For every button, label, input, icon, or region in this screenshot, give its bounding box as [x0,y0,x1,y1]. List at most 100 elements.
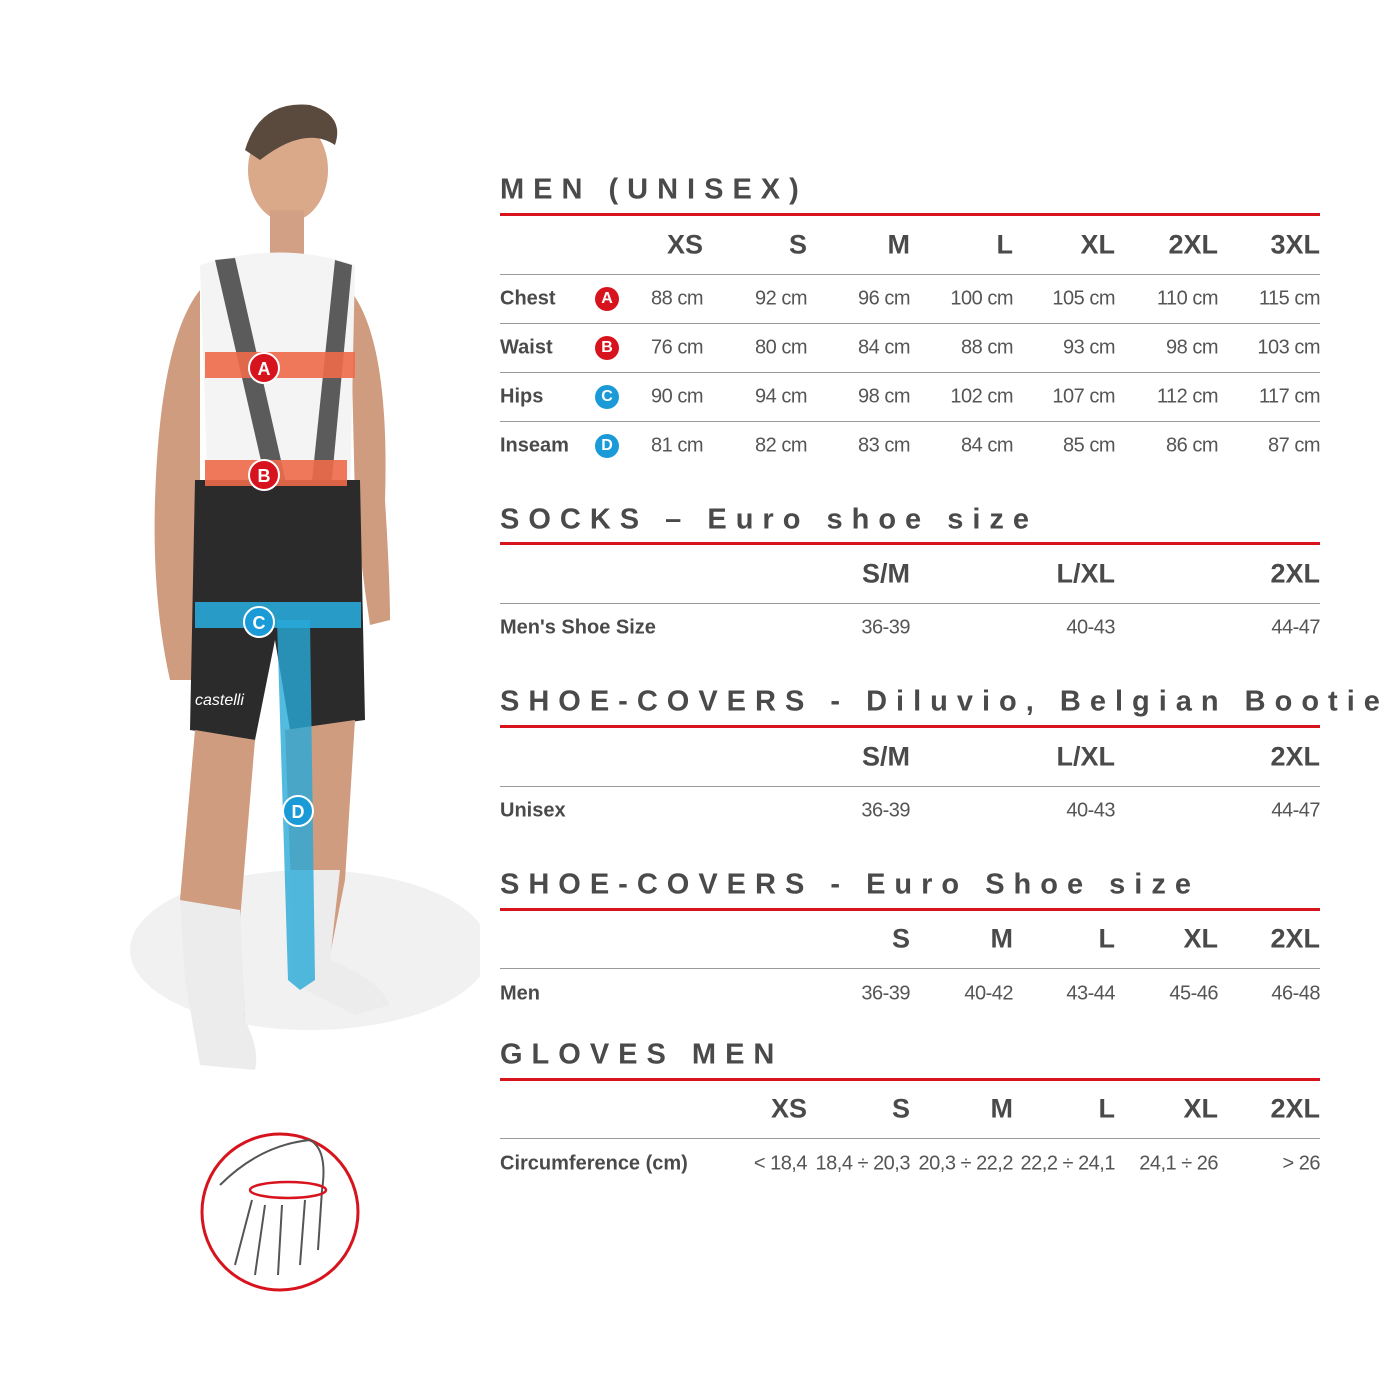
table-cell: 40-43 [1066,616,1115,639]
header-divider [500,274,1320,275]
table-cell: 86 cm [1166,434,1218,457]
table-cell: 24,1 ÷ 26 [1139,1152,1218,1175]
table-cell: 80 cm [755,336,807,359]
table-cell: 81 cm [651,434,703,457]
table-cell: 98 cm [1166,336,1218,359]
column-header: 2XL [1270,741,1320,772]
row-label: Unisex [500,799,566,822]
row-label: Circumference (cm) [500,1152,688,1175]
table-cell: 22,2 ÷ 24,1 [1020,1152,1116,1175]
table-cell: 85 cm [1063,434,1115,457]
table-cell: 82 cm [755,434,807,457]
table-cell: 112 cm [1156,385,1219,408]
column-header: S/M [861,741,910,772]
column-header: M [990,1093,1014,1124]
badge-c: C [595,385,619,409]
table-cell: < 18,4 [753,1152,808,1175]
row-label: Inseam [500,434,569,457]
table-cell: 115 cm [1258,287,1321,310]
row-divider [500,372,1320,373]
section-title: GLOVES MEN [500,1038,784,1071]
section-divider [500,908,1320,911]
table-cell: 44-47 [1271,799,1320,822]
section-title: SOCKS – Euro shoe size [500,503,1039,536]
section-title: SHOE-COVERS - Diluvio, Belgian Bootie [500,685,1389,718]
cyclist-figure-illustration: castelli A B C D [130,104,480,1292]
column-header: 2XL [1270,1093,1320,1124]
column-header: L [1098,1093,1116,1124]
column-header: M [990,923,1014,954]
column-header: S/M [861,558,910,589]
table-cell: 100 cm [950,287,1013,310]
column-header: XS [666,229,703,260]
table-cell: 36-39 [861,616,910,639]
column-header: M [887,229,911,260]
marker-b: B [248,459,280,491]
row-label: Men's Shoe Size [500,616,656,639]
column-header: S [891,1093,910,1124]
table-cell: 92 cm [755,287,807,310]
column-header: 2XL [1270,923,1320,954]
column-header: L [996,229,1014,260]
table-cell: 88 cm [961,336,1013,359]
table-cell: 40-42 [964,982,1013,1005]
section-divider [500,213,1320,216]
marker-a: A [248,352,280,384]
table-cell: 76 cm [651,336,703,359]
table-cell: 87 cm [1268,434,1320,457]
row-label: Chest [500,287,556,310]
table-cell: 94 cm [755,385,807,408]
table-cell: 88 cm [651,287,703,310]
table-cell: 117 cm [1258,385,1321,408]
column-header: L/XL [1056,741,1116,772]
table-cell: 110 cm [1156,287,1219,310]
table-cell: 93 cm [1063,336,1115,359]
column-header: XL [1080,229,1115,260]
svg-text:B: B [258,466,271,486]
table-cell: 43-44 [1066,982,1115,1005]
row-label: Waist [500,336,553,359]
table-cell: 98 cm [858,385,910,408]
table-cell: 90 cm [651,385,703,408]
table-cell: 107 cm [1052,385,1115,408]
header-divider [500,603,1320,604]
header-divider [500,786,1320,787]
svg-text:D: D [292,802,305,822]
column-header: XS [770,1093,807,1124]
badge-b: B [595,336,619,360]
marker-d: D [282,795,314,827]
svg-text:C: C [253,613,266,633]
badge-d: D [595,434,619,458]
table-cell: 36-39 [861,982,910,1005]
column-header: XL [1183,1093,1218,1124]
table-cell: 44-47 [1271,616,1320,639]
header-divider [500,968,1320,969]
table-cell: 105 cm [1052,287,1115,310]
column-header: XL [1183,923,1218,954]
table-cell: 40-43 [1066,799,1115,822]
table-cell: 96 cm [858,287,910,310]
table-cell: 103 cm [1257,336,1320,359]
row-label: Men [500,982,540,1005]
table-cell: 102 cm [950,385,1013,408]
badge-a: A [595,287,619,311]
column-header: 3XL [1270,229,1320,260]
table-cell: 84 cm [961,434,1013,457]
table-cell: 18,4 ÷ 20,3 [815,1152,911,1175]
section-title: SHOE-COVERS - Euro Shoe size [500,868,1200,901]
table-cell: 84 cm [858,336,910,359]
column-header: S [891,923,910,954]
column-header: S [788,229,807,260]
table-cell: 20,3 ÷ 22,2 [918,1152,1014,1175]
table-cell: 36-39 [861,799,910,822]
row-divider [500,421,1320,422]
table-cell: > 26 [1282,1152,1321,1175]
section-title: MEN (UNISEX) [500,173,808,206]
table-cell: 45-46 [1169,982,1218,1005]
row-divider [500,323,1320,324]
marker-c: C [243,606,275,638]
section-divider [500,542,1320,545]
column-header: L/XL [1056,558,1116,589]
row-label: Hips [500,385,544,408]
section-divider [500,1078,1320,1081]
